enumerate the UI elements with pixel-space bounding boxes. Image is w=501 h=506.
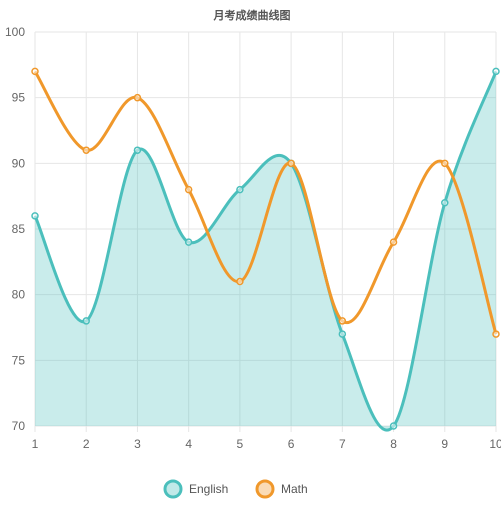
data-point-english[interactable]	[492, 67, 500, 76]
data-point-math[interactable]	[133, 93, 142, 102]
x-tick-label: 4	[185, 437, 192, 451]
legend-label-english[interactable]: English	[189, 482, 228, 496]
chart-title: 月考成绩曲线图	[213, 8, 291, 22]
data-point-math[interactable]	[82, 146, 90, 154]
y-tick-label: 90	[12, 156, 26, 170]
x-tick-label: 1	[32, 437, 39, 451]
y-tick-label: 75	[12, 353, 26, 367]
data-point-english[interactable]	[441, 198, 449, 207]
y-tick-label: 80	[12, 288, 26, 302]
data-point-english[interactable]	[82, 317, 90, 325]
x-tick-label: 7	[339, 437, 346, 451]
data-point-english[interactable]	[184, 238, 193, 246]
y-tick-label: 95	[12, 91, 26, 105]
x-tick-label: 2	[83, 437, 90, 451]
data-point-math[interactable]	[441, 159, 449, 168]
data-point-math[interactable]	[389, 238, 398, 246]
x-tick-label: 6	[288, 437, 295, 451]
legend-label-math[interactable]: Math	[281, 482, 308, 496]
y-tick-label: 100	[5, 25, 25, 39]
data-point-math[interactable]	[184, 185, 193, 194]
data-point-math[interactable]	[338, 317, 347, 325]
legend: English Math	[163, 479, 308, 499]
x-tick-label: 3	[134, 437, 141, 451]
series-line-math	[33, 70, 498, 335]
x-tick-label: 5	[237, 437, 244, 451]
data-point-english[interactable]	[31, 212, 39, 220]
x-tick-label: 10	[489, 437, 501, 451]
x-tick-label: 9	[441, 437, 448, 451]
data-point-math[interactable]	[236, 277, 244, 286]
data-point-math[interactable]	[287, 159, 295, 168]
legend-marker-math[interactable]	[255, 479, 275, 499]
grid-lines	[34, 31, 497, 432]
x-tick-label: 8	[390, 437, 397, 451]
y-tick-label: 70	[12, 419, 26, 433]
series-layer	[31, 67, 500, 432]
axis-ticks: 70 75 80 85 90 95 100 1 2 3 4 5 6 7 8 9 10	[5, 25, 501, 451]
data-point-math[interactable]	[31, 67, 39, 76]
data-point-english[interactable]	[133, 146, 142, 154]
series-line-english	[33, 70, 498, 432]
data-point-math[interactable]	[492, 330, 500, 338]
legend-marker-english[interactable]	[163, 479, 183, 499]
data-point-english[interactable]	[389, 422, 398, 430]
data-point-english[interactable]	[338, 330, 347, 338]
series-area-english	[35, 71, 496, 431]
y-tick-label: 85	[12, 222, 26, 236]
data-point-english[interactable]	[236, 185, 244, 194]
